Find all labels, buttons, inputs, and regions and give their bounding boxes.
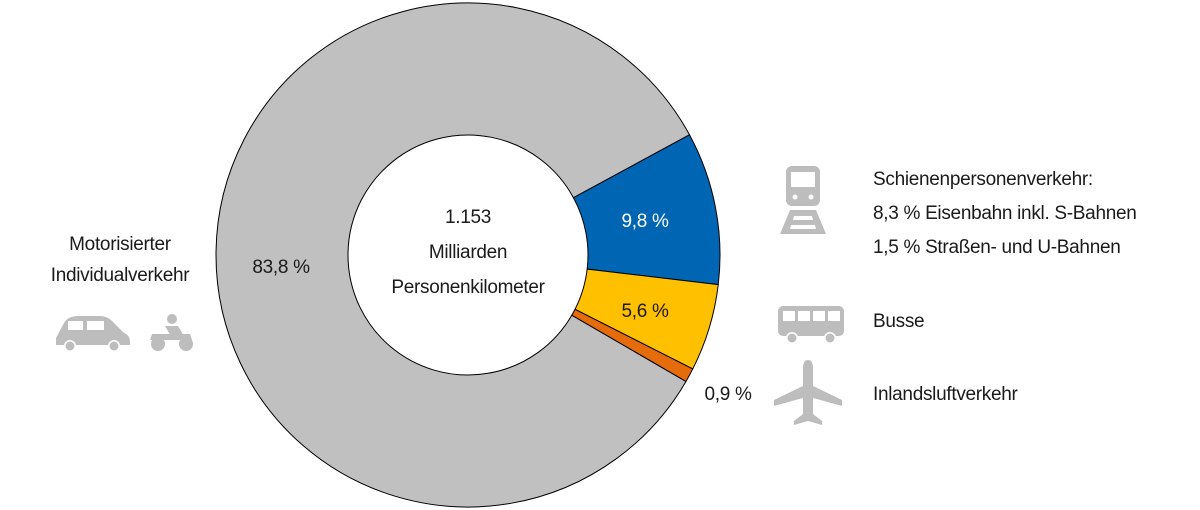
value-label: 0,9 % xyxy=(704,384,751,405)
legend-label: 8,3 % Eisenbahn inkl. S-Bahnen xyxy=(873,203,1137,224)
legend-label: Schienenpersonenverkehr: xyxy=(873,169,1093,190)
legend-label: 1,5 % Straßen- und U-Bahnen xyxy=(873,237,1121,258)
center-text: 1.153 xyxy=(445,207,491,228)
legend-label: Inlandsluftverkehr xyxy=(873,384,1019,405)
center-text: Personenkilometer xyxy=(391,277,545,298)
value-label: 9,8 % xyxy=(621,211,668,232)
donut-segment xyxy=(571,308,694,383)
legend-label: Motorisierter xyxy=(69,234,172,255)
bus-icon xyxy=(778,306,844,344)
center-text: Milliarden xyxy=(429,242,507,263)
motorbike-icon xyxy=(150,314,193,351)
legend-label: Individualverkehr xyxy=(51,265,191,286)
legend-label: Busse xyxy=(873,311,924,332)
train-icon xyxy=(780,166,826,234)
car-icon xyxy=(56,316,130,352)
value-label: 83,8 % xyxy=(252,257,310,278)
donut-segment xyxy=(215,2,691,508)
value-label: 5,6 % xyxy=(621,301,668,322)
plane-icon xyxy=(774,360,842,425)
